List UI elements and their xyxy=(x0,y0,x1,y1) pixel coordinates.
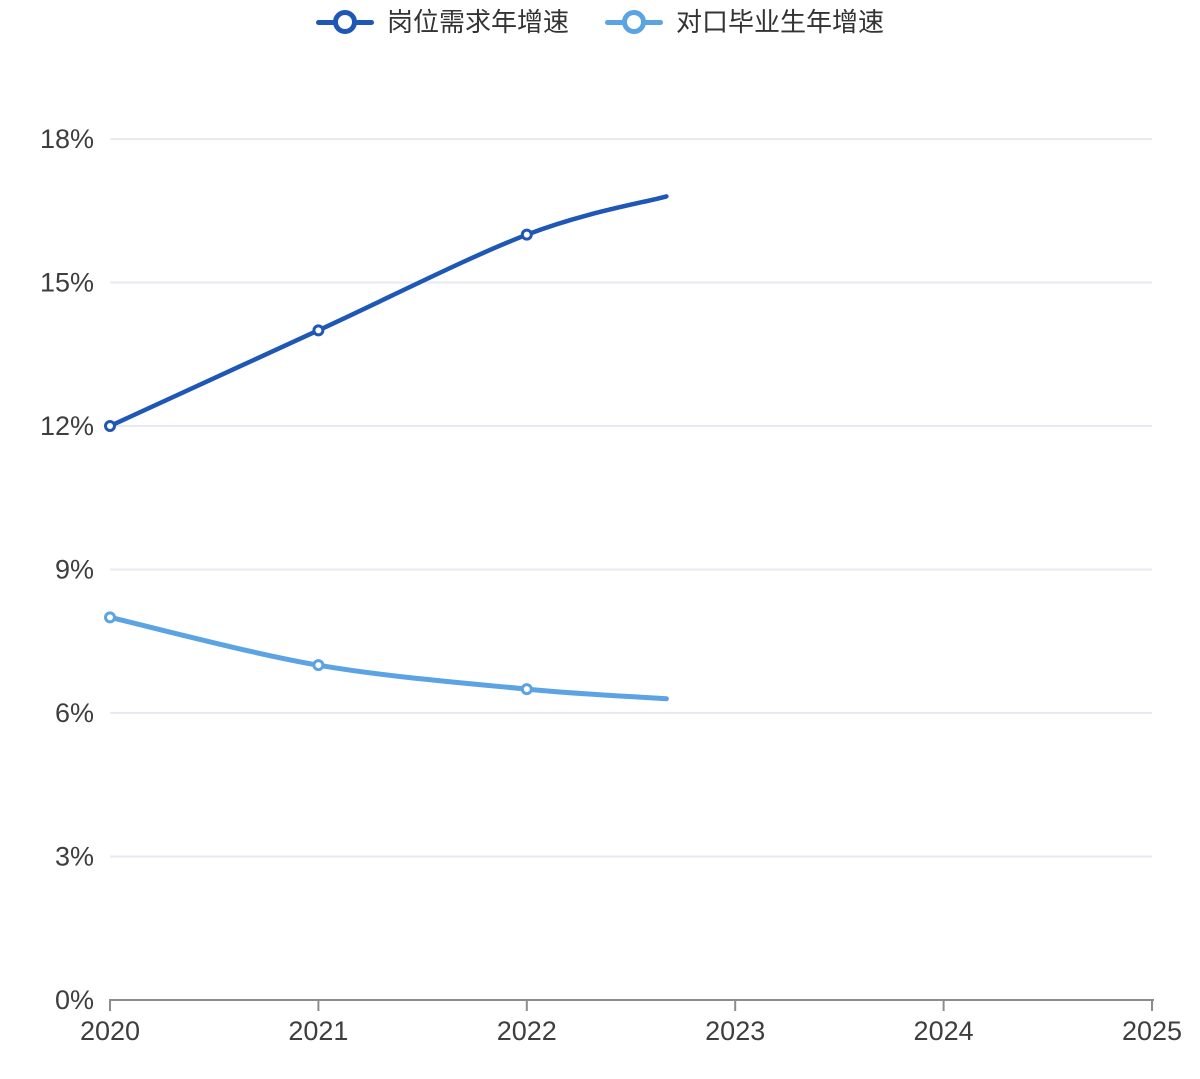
legend-line-circle-icon xyxy=(315,8,374,36)
x-tick-label: 2024 xyxy=(914,1016,974,1046)
data-point-marker[interactable] xyxy=(520,228,533,241)
y-tick-label: 0% xyxy=(55,985,94,1015)
y-tick-label: 18% xyxy=(40,124,94,154)
legend-line-circle-icon xyxy=(605,8,663,36)
y-tick-label: 15% xyxy=(40,268,94,298)
x-tick-label: 2023 xyxy=(705,1016,765,1046)
data-point-marker[interactable] xyxy=(104,611,116,624)
x-tick-label: 2025 xyxy=(1122,1016,1182,1046)
legend-item-job-demand-growth[interactable]: 岗位需求年增速 xyxy=(315,7,569,37)
y-tick-label: 3% xyxy=(55,842,94,872)
legend-label: 岗位需求年增速 xyxy=(386,7,569,37)
x-tick-label: 2020 xyxy=(80,1016,140,1046)
series-line-1 xyxy=(107,614,669,702)
x-tick-label: 2022 xyxy=(497,1016,557,1046)
y-tick-label: 9% xyxy=(55,555,94,585)
data-point-marker[interactable] xyxy=(312,659,325,672)
data-point-marker[interactable] xyxy=(312,324,325,337)
legend-circle-icon xyxy=(622,10,646,34)
legend: 岗位需求年增速 对口毕业生年增速 xyxy=(0,8,1200,36)
x-tick-label: 2021 xyxy=(288,1016,348,1046)
legend-label: 对口毕业生年增速 xyxy=(676,7,885,37)
series-line-0 xyxy=(107,194,669,429)
data-point-marker[interactable] xyxy=(520,683,533,696)
data-point-marker[interactable] xyxy=(104,420,116,432)
y-tick-label: 6% xyxy=(55,698,94,728)
y-tick-label: 12% xyxy=(40,411,94,441)
legend-item-graduate-growth[interactable]: 对口毕业生年增速 xyxy=(605,8,884,36)
legend-circle-icon xyxy=(332,10,357,34)
